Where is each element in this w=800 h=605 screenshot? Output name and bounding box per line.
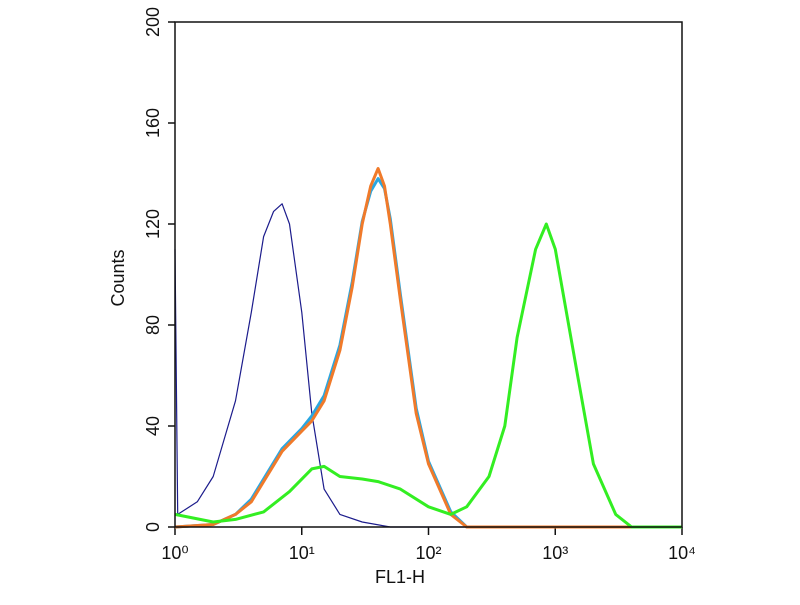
y-tick-label: 80 [143, 315, 163, 335]
y-tick-label: 40 [143, 416, 163, 436]
x-tick-label: 10³ [542, 543, 568, 563]
x-tick-label: 10¹ [289, 543, 315, 563]
y-axis-label: Counts [108, 249, 128, 306]
y-tick-label: 0 [143, 522, 163, 532]
y-tick-label: 200 [143, 7, 163, 37]
y-tick-label: 120 [143, 209, 163, 239]
x-axis-label: FL1-H [375, 567, 425, 587]
histogram-line [174, 222, 682, 529]
histogram-line [174, 203, 682, 528]
histogram-line [174, 177, 682, 529]
histogram-line [174, 167, 682, 529]
x-tick-label: 10⁴ [668, 543, 696, 563]
plot-frame [174, 21, 683, 528]
x-tick-label: 10⁰ [161, 543, 188, 563]
x-tick-label: 10² [415, 543, 441, 563]
y-tick-label: 160 [143, 108, 163, 138]
